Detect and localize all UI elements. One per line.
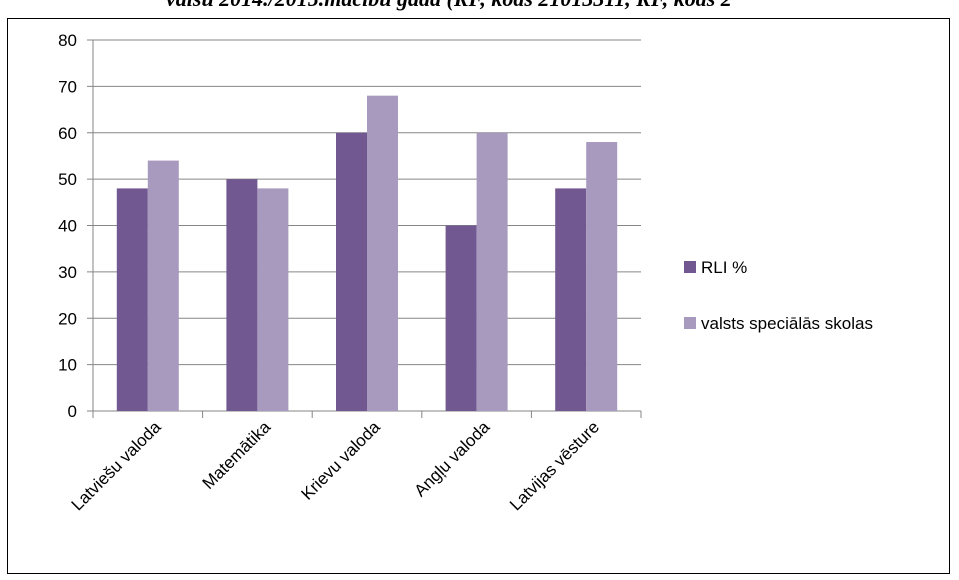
legend-swatch-0 <box>684 261 696 273</box>
y-tick-label: 70 <box>58 77 77 96</box>
chart-frame <box>7 18 950 574</box>
x-category-label: Angļu valoda <box>410 417 493 500</box>
y-tick-label: 20 <box>58 309 77 328</box>
bar-rli-3 <box>445 225 477 411</box>
legend-swatch-1 <box>684 317 696 329</box>
cropped-caption: valsu 2014./2015.mācību gadā (RF, kods 2… <box>0 0 959 20</box>
y-tick-label: 0 <box>68 402 77 421</box>
bar-valsts-2 <box>367 95 398 412</box>
x-category-label: Krievu valoda <box>298 417 385 504</box>
bar-valsts-0 <box>147 160 179 411</box>
caption-text: valsu 2014./2015.mācību gadā (RF, kods 2… <box>166 0 732 12</box>
legend-label-0: RLI % <box>701 258 747 277</box>
bar-valsts-4 <box>586 142 618 411</box>
bar-rli-1 <box>226 179 258 411</box>
y-tick-label: 60 <box>58 124 77 143</box>
x-category-label: Latviešu valoda <box>68 417 165 514</box>
y-tick-label: 40 <box>58 217 77 236</box>
legend-label-1: valsts speciālās skolas <box>701 314 873 333</box>
bar-rli-2 <box>336 132 367 411</box>
y-tick-label: 10 <box>58 356 77 375</box>
y-tick-label: 80 <box>58 31 77 50</box>
bar-rli-4 <box>555 188 587 411</box>
x-category-label: Latvijas vēsture <box>506 417 603 514</box>
y-tick-label: 50 <box>58 170 77 189</box>
bar-valsts-3 <box>476 132 508 411</box>
bar-valsts-1 <box>257 188 289 411</box>
y-tick-label: 30 <box>58 263 77 282</box>
x-category-label: Matemātika <box>199 417 275 493</box>
bar-rli-0 <box>116 188 148 411</box>
